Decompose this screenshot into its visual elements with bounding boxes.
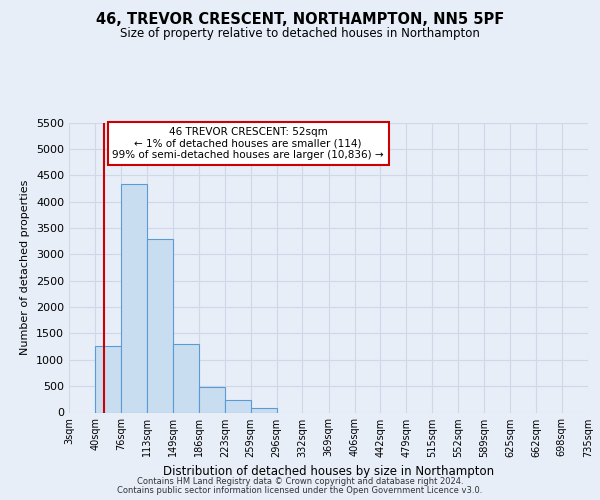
Bar (199, 387, 225, 412)
Bar (225, 400, 251, 412)
Bar (121, 184, 147, 412)
Text: Size of property relative to detached houses in Northampton: Size of property relative to detached ho… (120, 28, 480, 40)
Text: 46, TREVOR CRESCENT, NORTHAMPTON, NN5 5PF: 46, TREVOR CRESCENT, NORTHAMPTON, NN5 5P… (96, 12, 504, 28)
Bar (147, 239, 173, 412)
Bar (173, 344, 199, 412)
Text: Contains public sector information licensed under the Open Government Licence v3: Contains public sector information licen… (118, 486, 482, 495)
Bar (251, 408, 277, 412)
Y-axis label: Number of detached properties: Number of detached properties (20, 180, 31, 355)
Text: 46 TREVOR CRESCENT: 52sqm
← 1% of detached houses are smaller (114)
99% of semi-: 46 TREVOR CRESCENT: 52sqm ← 1% of detach… (112, 127, 384, 160)
Text: Contains HM Land Registry data © Crown copyright and database right 2024.: Contains HM Land Registry data © Crown c… (137, 477, 463, 486)
Bar (95, 346, 121, 412)
X-axis label: Distribution of detached houses by size in Northampton: Distribution of detached houses by size … (163, 465, 494, 478)
